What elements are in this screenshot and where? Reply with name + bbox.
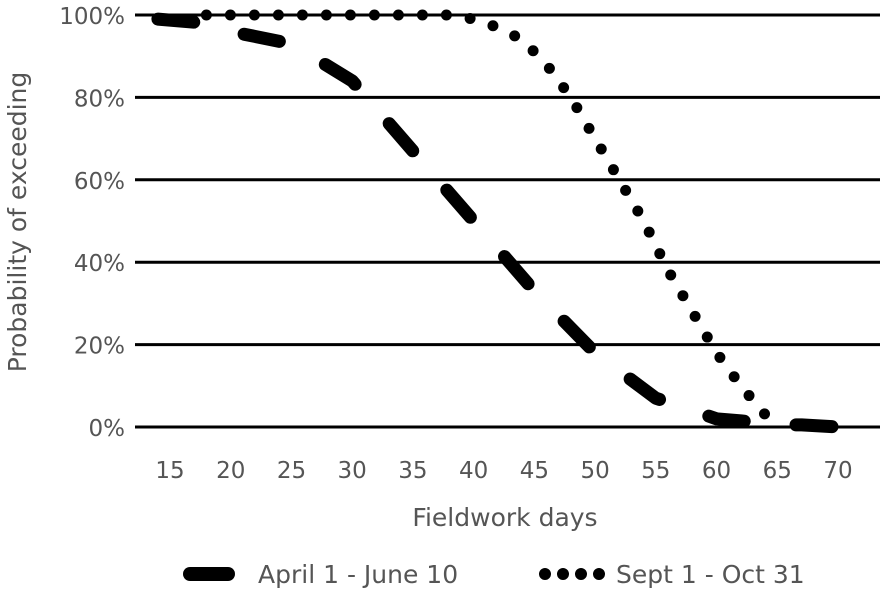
- y-tick-label: 60%: [74, 169, 125, 195]
- x-tick-label: 20: [216, 458, 245, 484]
- y-tick-label: 80%: [74, 86, 125, 112]
- x-tick-label: 50: [580, 458, 609, 484]
- series-lines: [151, 9, 845, 434]
- x-tick-label: 15: [155, 458, 184, 484]
- x-tick-labels: 15 20 25 30 35 40 45 50 55 60 65 70: [155, 458, 852, 484]
- x-tick-label: 65: [763, 458, 792, 484]
- y-tick-label: 40%: [74, 251, 125, 277]
- y-tick-label: 20%: [74, 334, 125, 360]
- legend: April 1 - June 10 Sept 1 - Oct 31: [183, 560, 805, 589]
- gridlines: [135, 13, 880, 429]
- x-tick-label: 55: [641, 458, 670, 484]
- x-tick-label: 70: [823, 458, 852, 484]
- x-axis-title: Fieldwork days: [412, 503, 597, 532]
- x-tick-label: 25: [277, 458, 306, 484]
- y-tick-label: 0%: [89, 416, 126, 442]
- legend-label-april: April 1 - June 10: [258, 560, 458, 589]
- series-line-dashed: [151, 12, 845, 434]
- y-tick-label: 100%: [59, 4, 125, 30]
- legend-label-sept: Sept 1 - Oct 31: [616, 560, 805, 589]
- series-line-dotted: [200, 9, 783, 433]
- y-tick-labels: 0% 20% 40% 60% 80% 100%: [59, 4, 125, 442]
- x-tick-label: 45: [520, 458, 549, 484]
- x-tick-label: 60: [702, 458, 731, 484]
- y-axis-title: Probability of exceeding: [3, 72, 32, 372]
- x-tick-label: 40: [459, 458, 488, 484]
- x-tick-label: 35: [398, 458, 427, 484]
- x-tick-label: 30: [338, 458, 367, 484]
